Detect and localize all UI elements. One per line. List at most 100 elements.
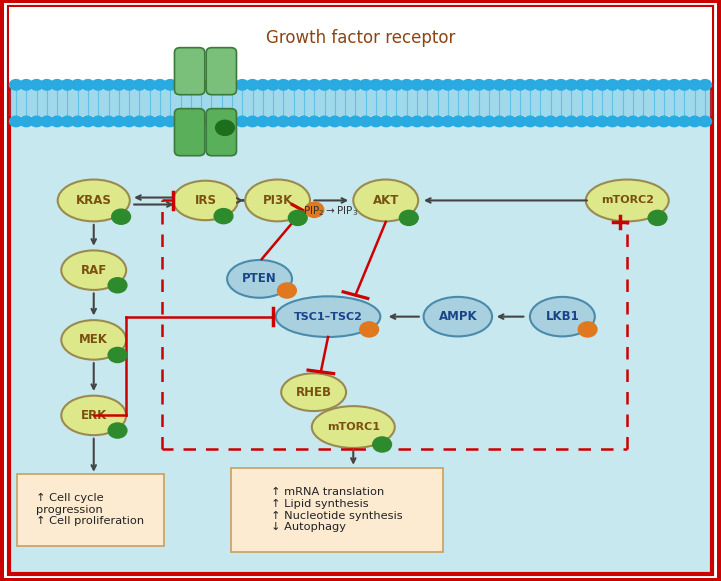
- Circle shape: [565, 80, 578, 90]
- Circle shape: [112, 116, 125, 127]
- Circle shape: [699, 116, 712, 127]
- Circle shape: [287, 80, 300, 90]
- Circle shape: [92, 116, 105, 127]
- Circle shape: [112, 209, 131, 224]
- Ellipse shape: [424, 297, 492, 336]
- Circle shape: [585, 80, 598, 90]
- Ellipse shape: [353, 180, 418, 221]
- Circle shape: [637, 116, 650, 127]
- Circle shape: [523, 116, 536, 127]
- Circle shape: [668, 80, 681, 90]
- Ellipse shape: [245, 180, 310, 221]
- Circle shape: [305, 202, 324, 217]
- Circle shape: [216, 120, 234, 135]
- Circle shape: [92, 80, 105, 90]
- Circle shape: [9, 80, 22, 90]
- Circle shape: [267, 116, 280, 127]
- Ellipse shape: [58, 180, 130, 221]
- Circle shape: [61, 116, 74, 127]
- Circle shape: [421, 80, 434, 90]
- FancyBboxPatch shape: [231, 468, 443, 552]
- Circle shape: [399, 210, 418, 225]
- Circle shape: [308, 80, 321, 90]
- Ellipse shape: [173, 181, 238, 220]
- Circle shape: [215, 116, 228, 127]
- Text: ↑ mRNA translation
↑ Lipid synthesis
↑ Nucleotide synthesis
↓ Autophagy: ↑ mRNA translation ↑ Lipid synthesis ↑ N…: [271, 487, 403, 532]
- Circle shape: [575, 116, 588, 127]
- FancyBboxPatch shape: [206, 109, 236, 156]
- Bar: [9, 90, 712, 116]
- Circle shape: [30, 116, 43, 127]
- Ellipse shape: [276, 296, 381, 337]
- Circle shape: [226, 116, 239, 127]
- Circle shape: [318, 80, 331, 90]
- Circle shape: [544, 116, 557, 127]
- Circle shape: [339, 116, 352, 127]
- Circle shape: [585, 116, 598, 127]
- Circle shape: [9, 116, 22, 127]
- Circle shape: [349, 80, 362, 90]
- Circle shape: [472, 116, 485, 127]
- Circle shape: [503, 116, 516, 127]
- Circle shape: [246, 116, 259, 127]
- Circle shape: [482, 116, 495, 127]
- Circle shape: [30, 80, 43, 90]
- Circle shape: [578, 322, 597, 337]
- Circle shape: [647, 80, 660, 90]
- Circle shape: [493, 80, 506, 90]
- Circle shape: [267, 80, 280, 90]
- Circle shape: [205, 80, 218, 90]
- Circle shape: [256, 116, 269, 127]
- Circle shape: [277, 116, 290, 127]
- Circle shape: [554, 116, 567, 127]
- Circle shape: [328, 80, 341, 90]
- Circle shape: [431, 116, 444, 127]
- Circle shape: [287, 116, 300, 127]
- Circle shape: [143, 80, 156, 90]
- Circle shape: [339, 80, 352, 90]
- Ellipse shape: [585, 180, 669, 221]
- Circle shape: [214, 209, 233, 224]
- Circle shape: [246, 80, 259, 90]
- Circle shape: [19, 80, 32, 90]
- Circle shape: [164, 80, 177, 90]
- Text: mTORC2: mTORC2: [601, 195, 654, 206]
- Circle shape: [596, 116, 609, 127]
- Circle shape: [102, 80, 115, 90]
- Text: TSC1–TSC2: TSC1–TSC2: [293, 311, 363, 322]
- Circle shape: [164, 116, 177, 127]
- Ellipse shape: [227, 260, 292, 298]
- Circle shape: [678, 116, 691, 127]
- Circle shape: [71, 116, 84, 127]
- Circle shape: [648, 210, 667, 225]
- Text: ERK: ERK: [81, 409, 107, 422]
- Circle shape: [410, 80, 423, 90]
- Circle shape: [523, 80, 536, 90]
- Circle shape: [108, 423, 127, 438]
- Circle shape: [236, 80, 249, 90]
- Circle shape: [19, 116, 32, 127]
- FancyBboxPatch shape: [206, 48, 236, 95]
- Text: MEK: MEK: [79, 333, 108, 346]
- Circle shape: [61, 80, 74, 90]
- Circle shape: [544, 80, 557, 90]
- Circle shape: [678, 80, 691, 90]
- Circle shape: [50, 116, 63, 127]
- Circle shape: [123, 116, 136, 127]
- Ellipse shape: [61, 396, 126, 435]
- Text: RAF: RAF: [81, 264, 107, 277]
- Circle shape: [606, 116, 619, 127]
- Circle shape: [288, 210, 307, 225]
- Circle shape: [112, 80, 125, 90]
- Circle shape: [71, 80, 84, 90]
- Circle shape: [462, 116, 475, 127]
- Ellipse shape: [530, 297, 595, 336]
- Circle shape: [360, 322, 379, 337]
- Circle shape: [328, 116, 341, 127]
- Circle shape: [390, 80, 403, 90]
- Circle shape: [596, 80, 609, 90]
- Circle shape: [108, 347, 127, 363]
- Circle shape: [534, 80, 547, 90]
- Circle shape: [647, 116, 660, 127]
- Circle shape: [441, 116, 454, 127]
